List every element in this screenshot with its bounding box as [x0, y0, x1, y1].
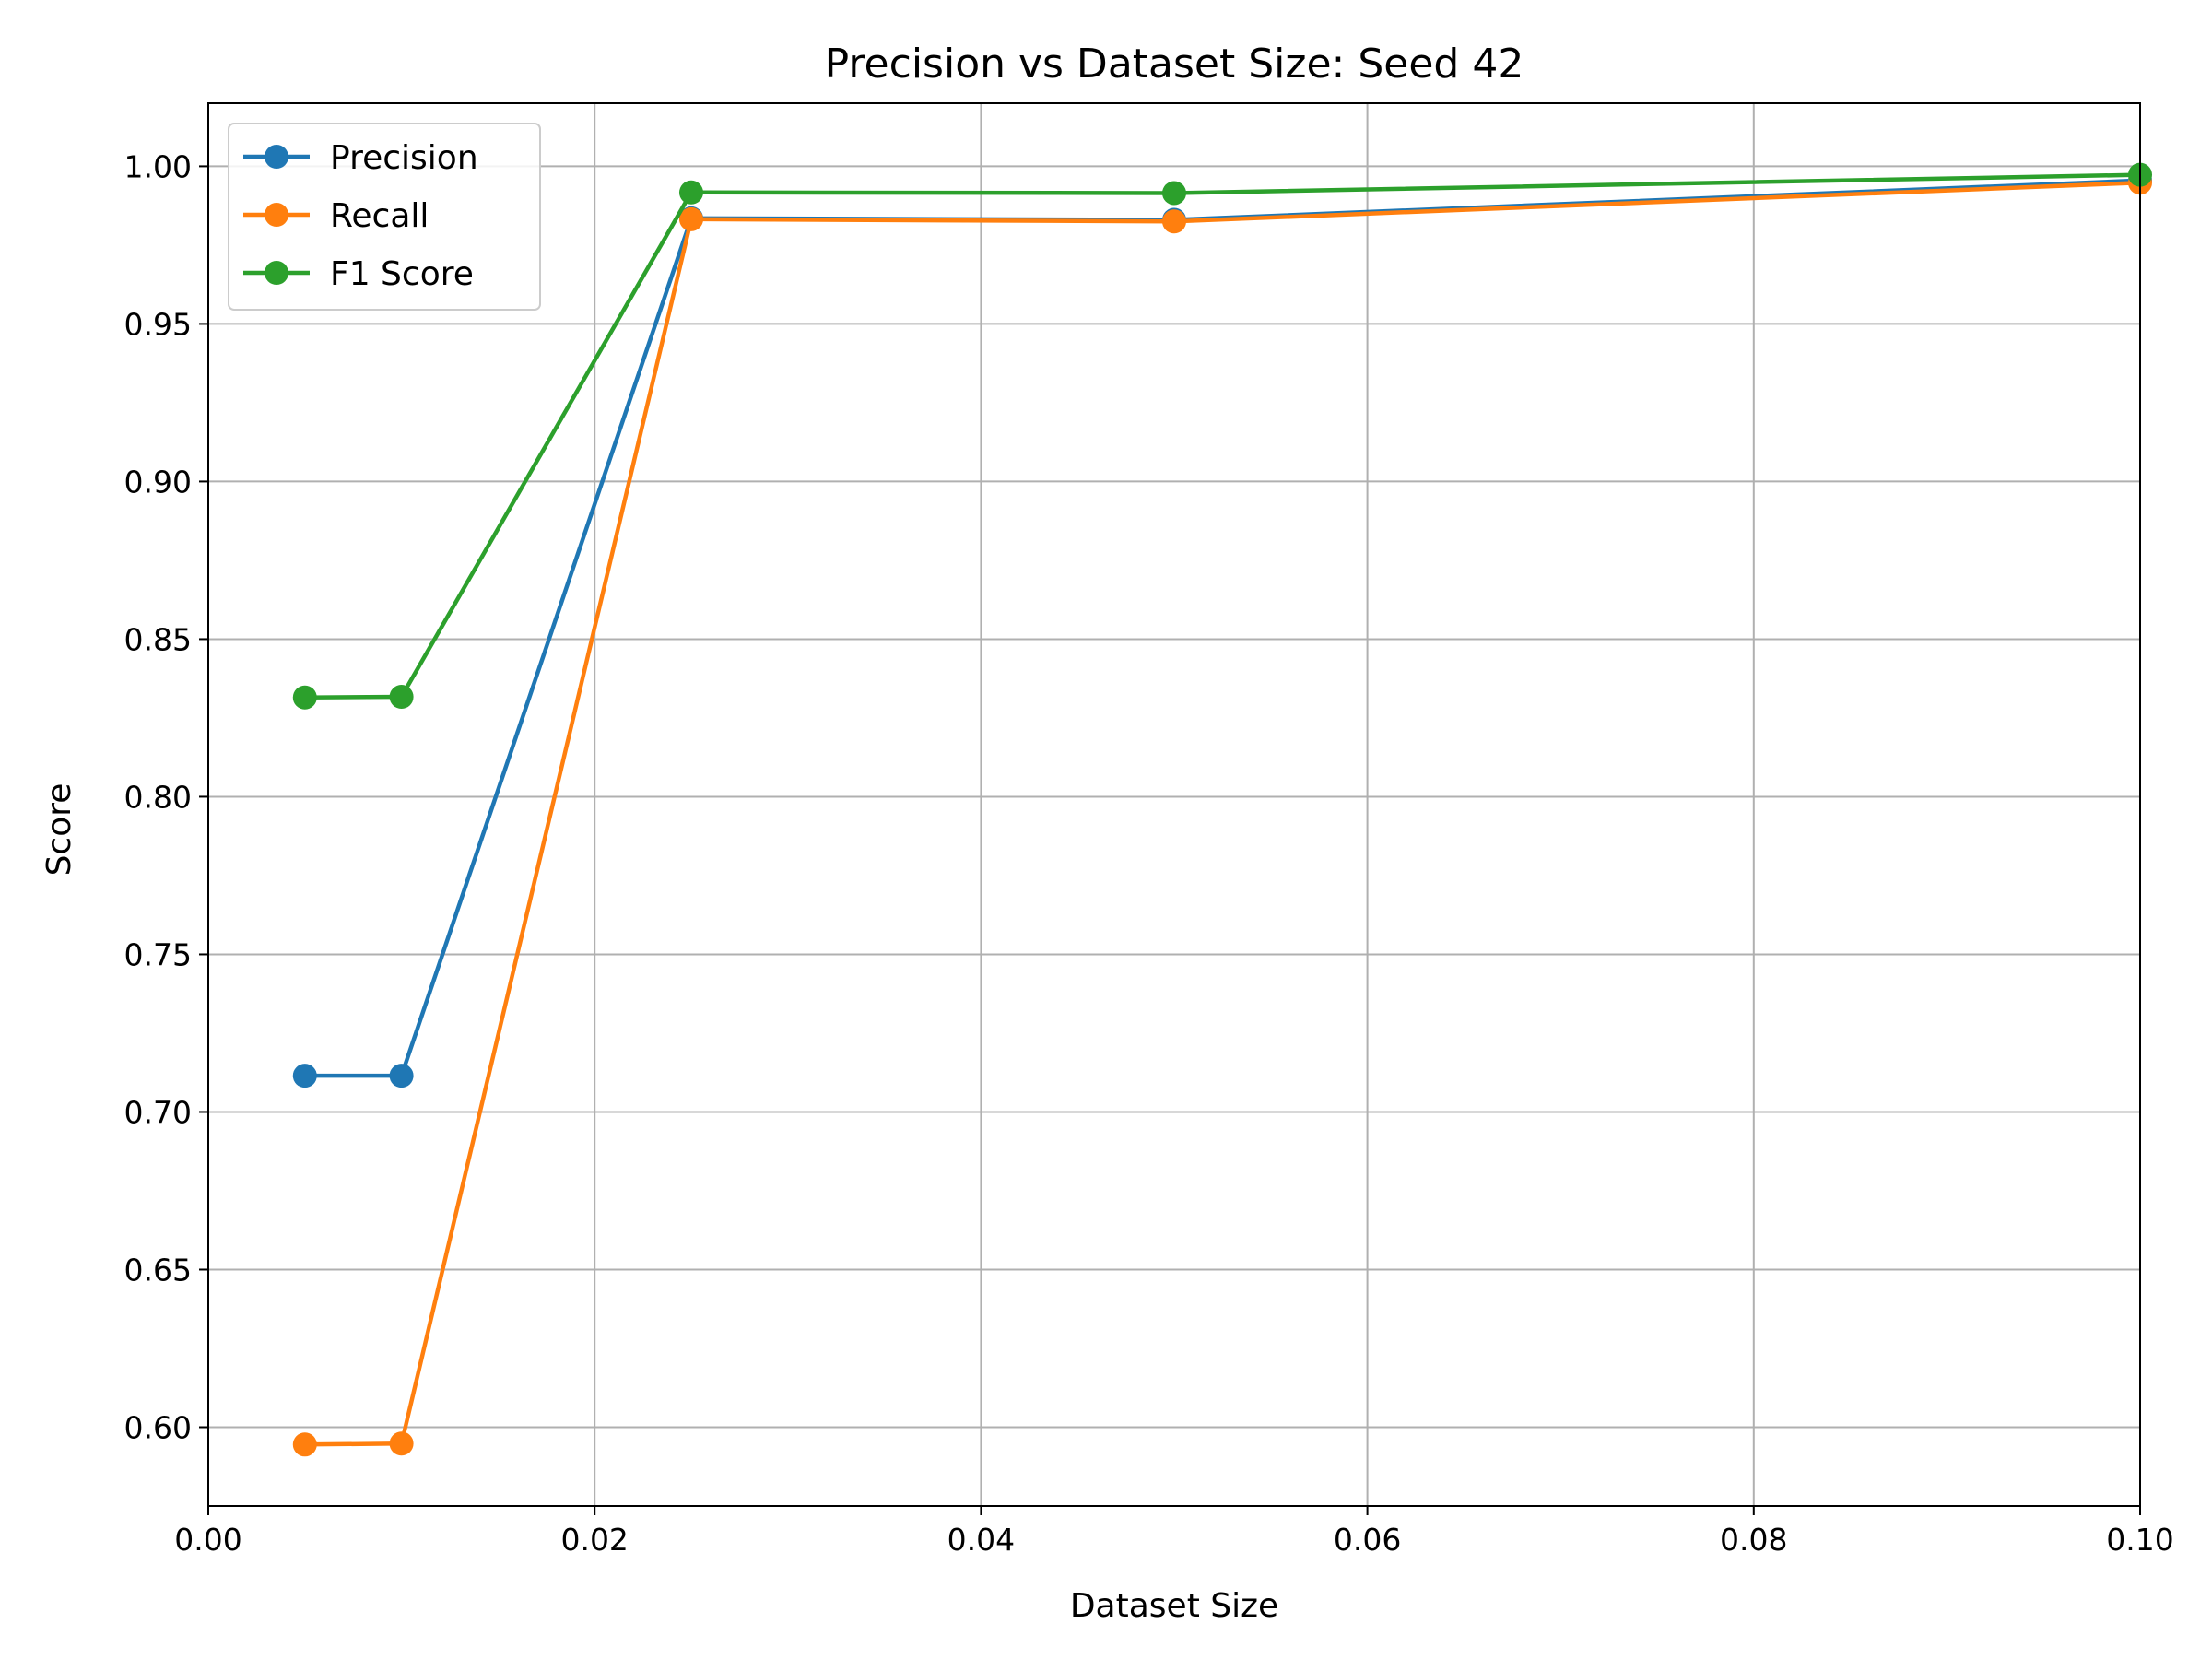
x-tick-label: 0.06	[1334, 1522, 1401, 1558]
legend-item-recall: Recall	[243, 197, 429, 235]
data-point-recall	[1162, 209, 1186, 234]
y-tick-label: 0.90	[124, 464, 192, 500]
data-point-precision	[292, 1064, 317, 1088]
y-tick-label: 0.95	[124, 306, 192, 342]
data-point-recall	[389, 1431, 414, 1456]
legend-swatch-marker	[265, 203, 288, 227]
y-tick-label: 0.85	[124, 621, 192, 657]
legend-item-f1-score: F1 Score	[243, 255, 474, 293]
legend-label: Recall	[330, 197, 429, 235]
legend-box	[228, 123, 541, 311]
series-recall	[292, 171, 2152, 1457]
grid-lines	[207, 103, 2141, 1506]
y-axis-label: Score	[41, 783, 78, 877]
data-point-recall	[292, 1432, 317, 1457]
y-tick-label: 0.65	[124, 1252, 192, 1288]
legend-swatch-marker	[265, 145, 288, 169]
plot-frame	[207, 102, 2141, 1507]
data-point-f1-score	[1162, 181, 1186, 206]
y-tick-label: 1.00	[124, 148, 192, 184]
data-point-f1-score	[389, 685, 414, 710]
chart-title: Precision vs Dataset Size: Seed 42	[825, 41, 1524, 88]
legend: Precision Recall F1 Score	[228, 123, 541, 311]
legend-item-precision: Precision	[243, 139, 478, 177]
x-tick-label: 0.08	[1720, 1522, 1787, 1558]
x-axis-label: Dataset Size	[1070, 1587, 1278, 1625]
data-point-f1-score	[679, 180, 703, 205]
data-point-precision	[389, 1064, 414, 1088]
y-tick-label: 0.60	[124, 1409, 192, 1445]
y-tick-label: 0.75	[124, 936, 192, 972]
legend-swatch-marker	[265, 261, 288, 285]
data-point-recall	[679, 206, 703, 231]
series-f1-score	[292, 162, 2152, 710]
axis-ticks: 0.00 0.02 0.04 0.06 0.08 0.10 0.60 0.65 0.70 0.75…	[124, 148, 2174, 1558]
x-tick-label: 0.10	[2106, 1522, 2173, 1558]
x-tick-label: 0.04	[947, 1522, 1015, 1558]
data-point-f1-score	[292, 685, 317, 710]
x-tick-label: 0.02	[560, 1522, 628, 1558]
x-tick-label: 0.00	[174, 1522, 241, 1558]
y-tick-label: 0.80	[124, 779, 192, 815]
legend-label: F1 Score	[330, 255, 474, 293]
plot-series	[292, 162, 2152, 1457]
y-tick-label: 0.70	[124, 1094, 192, 1130]
legend-label: Precision	[330, 139, 478, 177]
